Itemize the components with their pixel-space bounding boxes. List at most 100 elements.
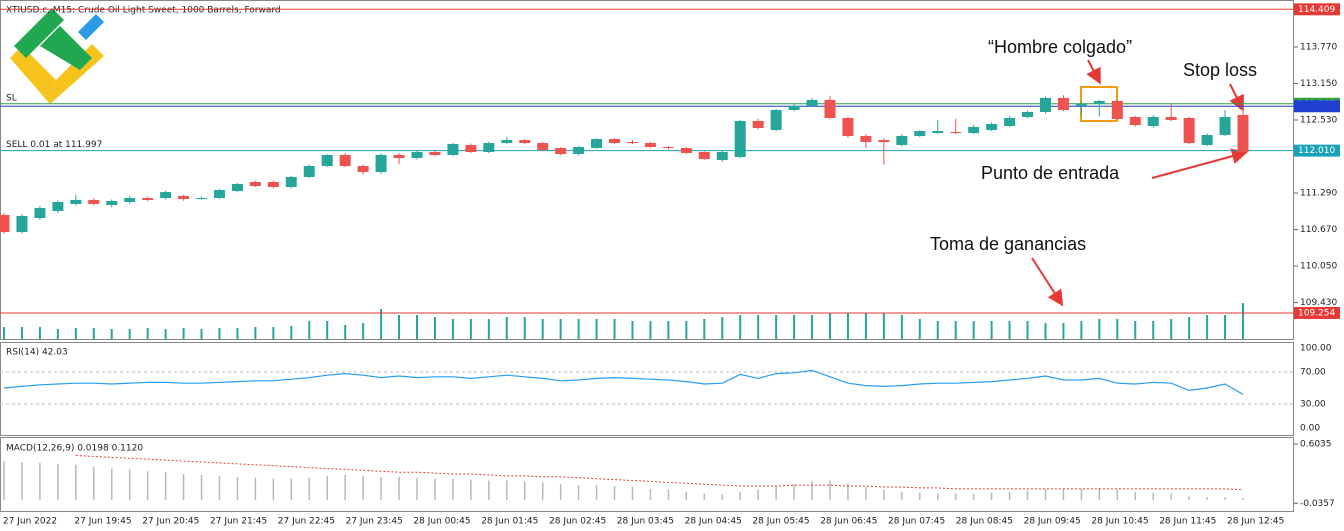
candle-body: [429, 151, 441, 155]
macd-panel: [0, 437, 1294, 512]
candle-body: [1147, 116, 1159, 126]
candle-body: [1237, 114, 1249, 152]
candle-body: [824, 99, 836, 118]
candle-body: [34, 207, 46, 219]
rsi-tick-label: 0.00: [1300, 424, 1320, 434]
annotation: “Hombre colgado”: [988, 37, 1132, 57]
candle-body: [375, 154, 387, 173]
candle-body: [537, 143, 549, 150]
candle-body: [249, 182, 261, 187]
candle-body: [950, 132, 962, 134]
candle-body: [1219, 116, 1231, 136]
x-tick-label: 27 Jun 21:45: [210, 517, 267, 527]
level-box: [1294, 3, 1340, 16]
arrow: [1151, 148, 1248, 179]
level-box: [1294, 306, 1340, 319]
candle-body: [465, 145, 477, 152]
x-tick-label: 27 Jun 23:45: [346, 517, 403, 527]
x-tick-label: 27 Jun 20:45: [142, 517, 199, 527]
annotation: Stop loss: [1183, 60, 1257, 80]
y-tick-label: 110.670: [1300, 225, 1337, 235]
rsi-title: RSI(14) 42.03: [6, 348, 68, 358]
x-tick-label: 28 Jun 12:45: [1227, 517, 1284, 527]
y-tick-label: 109.430: [1300, 298, 1337, 308]
candle-body: [932, 131, 944, 134]
arrow: [1031, 257, 1064, 307]
logo: [10, 8, 104, 104]
x-tick-label: 28 Jun 01:45: [481, 517, 538, 527]
candle-body: [1039, 97, 1051, 112]
level-box-label: 112.010: [1298, 146, 1335, 156]
macd-tick-label: 0.6035: [1300, 440, 1332, 450]
macd-title: MACD(12,26,9) 0.0198 0.1120: [6, 444, 143, 454]
x-tick-label: 28 Jun 09:45: [1024, 517, 1081, 527]
candle-body: [393, 154, 405, 158]
x-tick-label: 28 Jun 05:45: [752, 517, 809, 527]
chart-title: XTIUSD.c, M15: Crude Oil Light Sweet, 10…: [6, 6, 281, 16]
candle-body: [716, 151, 728, 160]
candle-body: [968, 126, 980, 134]
candle-body: [770, 109, 782, 131]
candle-body: [178, 196, 190, 200]
candle-body: [752, 120, 764, 129]
candle-body: [321, 154, 333, 166]
candle-body: [231, 184, 243, 192]
level-label: SELL 0.01 at 111.997: [6, 140, 102, 150]
candle-body: [555, 148, 567, 154]
candle-body: [1022, 111, 1034, 117]
candle-body: [16, 216, 28, 233]
candle-body: [1165, 116, 1177, 120]
x-tick-label: 28 Jun 08:45: [956, 517, 1013, 527]
candle-body: [878, 140, 890, 143]
candle-body: [896, 136, 908, 146]
candle-body: [842, 117, 854, 137]
candle-body: [339, 154, 351, 166]
x-tick-label: 28 Jun 07:45: [888, 517, 945, 527]
candle-body: [447, 144, 459, 155]
candle-body: [285, 177, 297, 188]
x-tick-label: 27 Jun 2022: [3, 517, 57, 527]
x-tick-label: 27 Jun 22:45: [278, 517, 335, 527]
candle-body: [1004, 117, 1016, 126]
candle-body: [644, 143, 656, 148]
candle-body: [70, 199, 82, 204]
rsi-panel: [0, 342, 1294, 436]
candle-body: [411, 151, 423, 158]
candle-body: [213, 190, 225, 199]
candle-body: [734, 120, 746, 157]
x-tick-label: 28 Jun 10:45: [1091, 517, 1148, 527]
candle-body: [806, 99, 818, 106]
candle-body: [609, 139, 621, 144]
candle-body: [1201, 135, 1213, 146]
candle-body: [196, 198, 208, 200]
x-tick-label: 28 Jun 02:45: [549, 517, 606, 527]
macd-tick-label: -0.0357: [1300, 499, 1335, 509]
rsi-line: [3, 369, 1244, 395]
candle-body: [160, 192, 172, 199]
candle-body: [860, 136, 872, 143]
arrow: [1086, 59, 1101, 85]
candle-body: [573, 147, 585, 154]
candle-body: [124, 198, 136, 202]
annotation: Toma de ganancias: [930, 234, 1086, 254]
candle-body: [501, 140, 513, 144]
level-box-label: 114.409: [1298, 5, 1335, 15]
x-tick-label: 28 Jun 03:45: [617, 517, 674, 527]
candle-body: [698, 151, 710, 159]
candle-body: [788, 105, 800, 110]
level-label: SL: [6, 93, 17, 103]
annotation: Punto de entrada: [981, 163, 1120, 183]
candle-body: [914, 131, 926, 137]
candle-body: [986, 123, 998, 131]
candle-body: [303, 165, 315, 178]
main-panel: [0, 0, 1294, 340]
x-tick-label: 27 Jun 19:45: [74, 517, 131, 527]
level-box: [1294, 144, 1340, 157]
x-tick-label: 28 Jun 00:45: [413, 517, 470, 527]
candle-body: [1111, 100, 1123, 119]
candle-body: [591, 139, 603, 149]
candle-body: [626, 142, 638, 144]
y-tick-label: 112.530: [1300, 115, 1337, 125]
